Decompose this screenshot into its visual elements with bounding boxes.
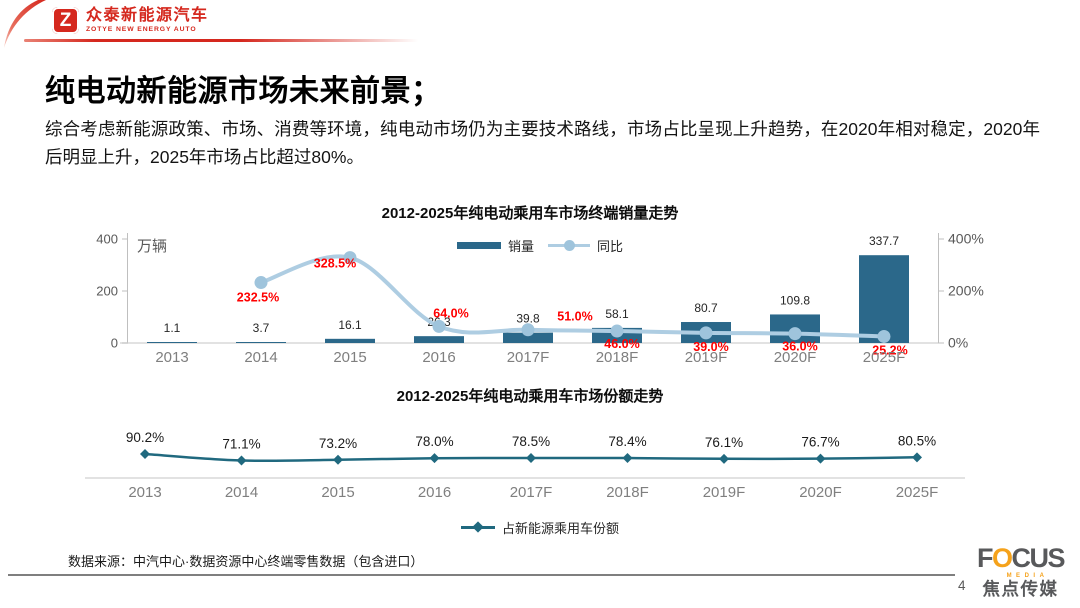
page-number: 4	[958, 578, 966, 593]
svg-text:2017F: 2017F	[507, 349, 550, 366]
svg-text:2015: 2015	[333, 349, 366, 366]
svg-text:76.1%: 76.1%	[705, 435, 743, 450]
svg-text:46.0%: 46.0%	[604, 337, 639, 351]
focus-media-logo: FOCUS MEDIA 焦点传媒	[976, 543, 1066, 599]
focus-media-label: MEDIA	[1006, 573, 1049, 579]
svg-text:2013: 2013	[128, 484, 161, 501]
svg-text:2016: 2016	[422, 349, 455, 366]
svg-text:109.8: 109.8	[780, 293, 810, 307]
svg-text:80.5%: 80.5%	[898, 433, 936, 448]
share-chart-title: 2012-2025年纯电动乘用车市场份额走势	[396, 388, 664, 405]
svg-text:39.0%: 39.0%	[693, 340, 728, 354]
svg-text:2016: 2016	[418, 484, 451, 501]
legend-label-yoy: 同比	[597, 239, 624, 254]
svg-text:328.5%: 328.5%	[314, 257, 356, 271]
legend-item-yoy: 同比	[548, 236, 623, 255]
svg-text:200%: 200%	[948, 283, 984, 299]
zotye-logo-icon: Z	[52, 7, 79, 34]
footer-divider	[8, 574, 955, 576]
svg-text:400%: 400%	[948, 231, 984, 247]
logo-name-en: ZOTYE NEW ENERGY AUTO	[86, 26, 197, 33]
share-line-swatch-icon	[460, 521, 495, 533]
svg-text:0: 0	[111, 336, 118, 351]
svg-text:73.2%: 73.2%	[319, 436, 357, 451]
svg-text:2013: 2013	[155, 349, 188, 366]
svg-text:1.1: 1.1	[164, 321, 181, 335]
page-title: 纯电动新能源市场未来前景；	[45, 75, 442, 108]
legend-item-sales: 销量	[456, 236, 534, 255]
svg-text:2018F: 2018F	[596, 349, 639, 366]
svg-text:2019F: 2019F	[703, 484, 746, 501]
svg-text:2014: 2014	[225, 484, 258, 501]
svg-text:2020F: 2020F	[774, 349, 817, 366]
legend-item-share: 占新能源乘用车份额	[460, 518, 619, 537]
svg-text:39.8: 39.8	[516, 312, 540, 326]
header-divider	[24, 39, 418, 42]
svg-text:78.0%: 78.0%	[415, 434, 453, 449]
svg-text:2017F: 2017F	[510, 484, 553, 501]
sales-chart-title: 2012-2025年纯电动乘用车市场终端销量走势	[381, 205, 679, 222]
svg-text:0%: 0%	[948, 335, 968, 351]
line-swatch-icon	[548, 240, 590, 251]
svg-text:3.7: 3.7	[253, 321, 270, 335]
svg-text:51.0%: 51.0%	[557, 310, 592, 324]
svg-text:337.7: 337.7	[869, 234, 899, 248]
svg-text:90.2%: 90.2%	[126, 430, 164, 445]
legend-label-sales: 销量	[507, 239, 534, 254]
svg-text:25.2%: 25.2%	[872, 343, 907, 357]
share-chart-legend: 占新能源乘用车份额	[0, 518, 1080, 537]
svg-text:200: 200	[96, 284, 118, 299]
svg-text:16.1: 16.1	[338, 318, 362, 332]
svg-text:78.4%: 78.4%	[608, 434, 646, 449]
svg-text:2025F: 2025F	[896, 484, 939, 501]
sales-chart-legend: 销量 同比	[0, 236, 1080, 255]
data-source-note: 数据来源：中汽中心·数据资源中心终端零售数据（包含进口）	[68, 554, 424, 569]
svg-text:万辆: 万辆	[137, 238, 167, 255]
svg-text:2019F: 2019F	[685, 349, 728, 366]
share-chart: 90.2% 71.1% 73.2% 78.0% 78.5% 78.4% 76.1% 76.7%…	[85, 430, 965, 501]
legend-label-share: 占新能源乘用车份额	[501, 521, 619, 536]
svg-text:232.5%: 232.5%	[237, 291, 279, 305]
svg-text:2018F: 2018F	[606, 484, 649, 501]
svg-text:76.7%: 76.7%	[801, 435, 839, 450]
svg-text:2014: 2014	[244, 349, 277, 366]
logo-name-cn: 众泰新能源汽车	[86, 7, 209, 24]
svg-text:58.1: 58.1	[605, 307, 629, 321]
svg-text:2015: 2015	[321, 484, 354, 501]
svg-text:2025F: 2025F	[863, 349, 906, 366]
svg-text:71.1%: 71.1%	[222, 437, 260, 452]
sales-chart: 02004000%200%400%万辆1.13.716.126.339.858.…	[96, 231, 984, 367]
yoy-line	[259, 254, 886, 339]
focus-cn-label: 焦点传媒	[982, 579, 1059, 599]
bar-swatch-icon	[456, 242, 501, 249]
svg-text:2020F: 2020F	[799, 484, 842, 501]
focus-o-letter: O	[991, 543, 1013, 573]
header-swoosh-decoration	[4, 0, 46, 48]
svg-text:36.0%: 36.0%	[782, 340, 817, 354]
intro-paragraph: 综合考虑新能源政策、市场、消费等环境，纯电动市场仍为主要技术路线，市场占比呈现上…	[45, 119, 1040, 167]
focus-wordmark: FOCUS	[976, 543, 1066, 573]
svg-text:400: 400	[96, 232, 118, 247]
zotye-logo: Z 众泰新能源汽车 ZOTYE NEW ENERGY AUTO	[52, 7, 209, 34]
svg-text:78.5%: 78.5%	[512, 434, 550, 449]
svg-text:64.0%: 64.0%	[433, 306, 468, 320]
svg-text:80.7: 80.7	[694, 301, 718, 315]
